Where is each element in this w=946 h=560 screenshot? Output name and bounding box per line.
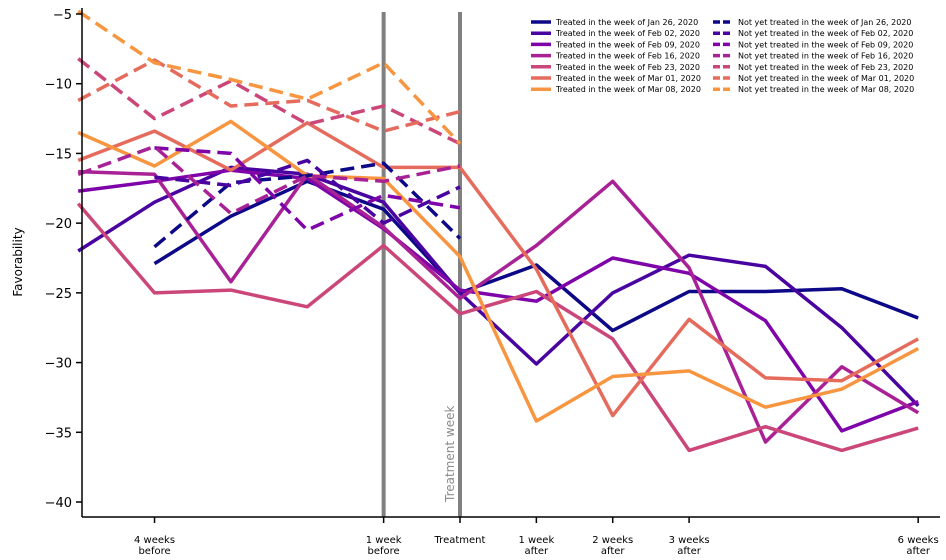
treated-line-5 <box>77 121 920 418</box>
x-tick-label-1-0: 1 week <box>366 535 402 546</box>
x-tick-label-0-1: before <box>138 546 170 557</box>
y-tick-label-3: −20 <box>45 217 72 232</box>
not-yet-treated-line-5 <box>77 58 461 133</box>
treated-line-0 <box>153 179 919 333</box>
y-tick-label-5: −30 <box>45 357 72 372</box>
not-yet-treated-line-1 <box>154 158 461 225</box>
not-yet-treated-line-0 <box>153 161 462 249</box>
legend-label-treated-1: Treated in the week of Feb 02, 2020 <box>555 29 700 38</box>
legend: Treated in the week of Jan 26, 2020 Treat… <box>531 18 914 94</box>
vertical-reference-lines <box>381 12 462 517</box>
legend-label-treated-5: Treated in the week of Mar 01, 2020 <box>555 74 701 83</box>
legend-label-treated-0: Treated in the week of Jan 26, 2020 <box>555 18 698 27</box>
legend-label-not-yet-treated-6: Not yet treated in the week of Mar 08, 2… <box>738 85 914 94</box>
legend-label-treated-2: Treated in the week of Feb 09, 2020 <box>555 40 700 49</box>
y-axis-label: Favorability <box>11 227 25 296</box>
x-tick-label-4-1: after <box>601 546 626 557</box>
not-yet-treated-line-6 <box>77 9 462 145</box>
legend-label-not-yet-treated-1: Not yet treated in the week of Feb 02, 2… <box>738 29 913 38</box>
treatment-week-annotation: Treatment week <box>443 406 457 503</box>
treated-line-6 <box>77 119 920 423</box>
y-tick-label-2: −15 <box>45 147 72 162</box>
legend-label-treated-6: Treated in the week of Mar 08, 2020 <box>555 85 701 94</box>
legend-label-not-yet-treated-4: Not yet treated in the week of Feb 23, 2… <box>738 63 913 72</box>
not-yet-treated-line-3 <box>77 144 461 216</box>
legend-label-not-yet-treated-0: Not yet treated in the week of Jan 26, 2… <box>738 18 911 27</box>
x-tick-label-6-1: after <box>906 546 931 557</box>
legend-label-not-yet-treated-5: Not yet treated in the week of Mar 01, 2… <box>738 74 914 83</box>
legend-label-treated-4: Treated in the week of Feb 23, 2020 <box>555 63 700 72</box>
x-tick-label-4-0: 2 weeks <box>592 535 633 546</box>
treated-line-4 <box>76 202 919 453</box>
y-ticks: −5 −10 −15 −20 −25 −30 −35 −40 <box>45 8 82 511</box>
legend-label-not-yet-treated-2: Not yet treated in the week of Feb 09, 2… <box>738 40 913 49</box>
x-tick-label-5-1: after <box>677 546 702 557</box>
y-tick-label-0: −5 <box>53 8 72 23</box>
not-yet-treated-line-4 <box>77 57 461 146</box>
x-tick-label-3-1: after <box>525 546 550 557</box>
legend-label-not-yet-treated-3: Not yet treated in the week of Feb 16, 2… <box>738 52 913 61</box>
y-tick-label-1: −10 <box>45 78 72 93</box>
x-tick-label-1-1: before <box>368 546 400 557</box>
legend-label-treated-3: Treated in the week of Feb 16, 2020 <box>555 52 700 61</box>
x-tick-label-3-0: 1 week <box>518 535 554 546</box>
x-tick-label-6-0: 6 weeks <box>898 535 939 546</box>
x-tick-label-5-0: 3 weeks <box>669 535 710 546</box>
y-tick-label-7: −40 <box>45 496 72 511</box>
treated-line-2 <box>77 168 919 433</box>
not-yet-treated-line-2 <box>154 146 461 232</box>
x-tick-label-2-0: Treatment <box>434 535 486 546</box>
y-tick-label-6: −35 <box>45 426 72 441</box>
x-tick-label-0-0: 4 weeks <box>134 535 175 546</box>
series-lines <box>76 9 920 453</box>
y-tick-label-4: −25 <box>45 287 72 302</box>
